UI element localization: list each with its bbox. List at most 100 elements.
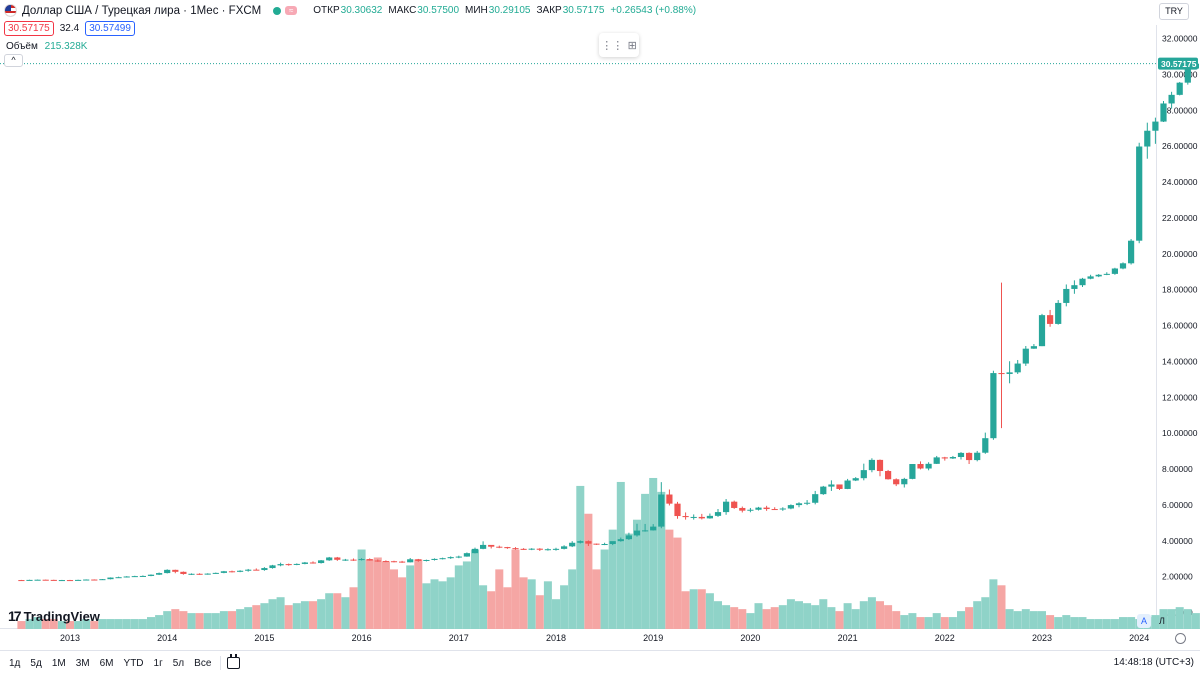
- candle-body: [569, 542, 576, 547]
- volume-bar: [1159, 609, 1168, 629]
- candle-body: [42, 579, 49, 581]
- volume-bar: [471, 549, 479, 629]
- candle-body: [561, 546, 568, 549]
- candle-body: [496, 546, 503, 548]
- auto-scale-button[interactable]: А: [1137, 614, 1151, 628]
- candle-body: [674, 503, 681, 517]
- range-ytd[interactable]: YTD: [123, 657, 144, 669]
- volume-bar: [365, 559, 374, 629]
- candle-body: [1006, 372, 1013, 374]
- candle-body: [625, 535, 632, 540]
- range-1y[interactable]: 1г: [153, 657, 163, 669]
- range-all[interactable]: Все: [194, 657, 212, 669]
- candle-body: [633, 530, 641, 536]
- volume-bar: [867, 597, 876, 629]
- volume-value: 215.328K: [44, 41, 88, 52]
- candle-body: [455, 556, 462, 558]
- range-3m[interactable]: 3М: [75, 657, 90, 669]
- range-6m[interactable]: 6М: [99, 657, 114, 669]
- candle-body: [755, 507, 762, 510]
- volume-bar: [754, 603, 763, 629]
- volume-bar: [649, 477, 658, 629]
- candle-body: [925, 463, 932, 469]
- currency-button[interactable]: TRY: [1159, 3, 1189, 20]
- volume-label[interactable]: Объём: [6, 41, 38, 52]
- year-tick-label: 2016: [352, 633, 372, 643]
- volume-bar: [633, 519, 641, 629]
- candle-body: [196, 573, 203, 575]
- price-tick-label: 30.00000: [1162, 69, 1198, 79]
- volume-bar: [1110, 619, 1119, 629]
- candle-body: [342, 559, 349, 561]
- candle-body: [253, 569, 260, 571]
- candle-body: [220, 571, 227, 573]
- candle-body: [941, 457, 948, 459]
- volume-bar: [479, 585, 488, 629]
- settings-gear-icon[interactable]: [1175, 633, 1186, 644]
- volume-bar: [592, 569, 601, 629]
- buy-button[interactable]: 30.57499: [85, 21, 135, 36]
- volume-bar: [357, 549, 366, 629]
- volume-bar: [1046, 615, 1055, 629]
- volume-bar: [438, 581, 447, 629]
- candle-body: [318, 560, 325, 564]
- volume-bar: [1094, 619, 1103, 629]
- volume-bar: [616, 481, 625, 629]
- volume-bar: [689, 589, 698, 629]
- candle-body: [212, 572, 219, 574]
- candle-body: [269, 565, 276, 569]
- volume-bar: [608, 529, 617, 629]
- volume-bar: [1070, 617, 1079, 629]
- sell-button[interactable]: 30.57175: [4, 21, 54, 36]
- candle-body: [382, 561, 389, 563]
- tradingview-logo-text: TradingView: [23, 608, 100, 624]
- candle-body: [488, 544, 495, 547]
- symbol-legend: Доллар США / Турецкая лира · 1Мес · FXCM…: [4, 4, 696, 17]
- price-tick-label: 32.00000: [1162, 34, 1198, 44]
- volume-bar: [576, 485, 585, 629]
- volume-bar: [624, 533, 633, 629]
- volume-bar: [1029, 611, 1038, 629]
- volume-bar: [552, 599, 560, 629]
- candle-body: [415, 559, 422, 561]
- volume-bar: [584, 513, 593, 629]
- volume-bar: [309, 601, 317, 629]
- candle-body: [990, 373, 997, 439]
- range-5d[interactable]: 5д: [30, 657, 42, 669]
- candle-body: [131, 576, 138, 578]
- range-1d[interactable]: 1д: [9, 657, 21, 669]
- symbol-title[interactable]: Доллар США / Турецкая лира · 1Мес · FXCM: [22, 4, 262, 17]
- volume-bar: [997, 585, 1006, 629]
- volume-bar: [948, 617, 957, 629]
- candle-body: [431, 558, 438, 560]
- price-chart[interactable]: 0.000002.000004.000006.000008.0000010.00…: [0, 0, 1200, 650]
- range-5y[interactable]: 5л: [172, 657, 185, 669]
- clock-timezone[interactable]: 14:48:18 (UTC+3): [1113, 657, 1194, 668]
- candle-body: [34, 579, 41, 581]
- volume-bar: [333, 593, 342, 629]
- candle-body: [91, 579, 98, 581]
- candle-body: [804, 502, 811, 504]
- floating-toolbar[interactable]: ⋮⋮ ⊞: [599, 33, 639, 57]
- volume-bar: [25, 619, 34, 629]
- drag-handle-icon[interactable]: ⋮⋮: [601, 39, 624, 52]
- object-tree-icon[interactable]: ⊞: [627, 39, 637, 52]
- candle-body: [763, 507, 770, 510]
- collapse-legend-button[interactable]: ^: [4, 54, 23, 67]
- volume-bar: [1119, 617, 1127, 629]
- volume-bar: [940, 617, 949, 629]
- price-tick-label: 22.00000: [1162, 213, 1198, 223]
- candle-body: [593, 543, 600, 545]
- open-value: 30.30632: [340, 5, 383, 16]
- calendar-icon[interactable]: [227, 654, 241, 669]
- range-1m[interactable]: 1М: [51, 657, 66, 669]
- candle-body: [164, 569, 171, 574]
- candle-body: [407, 559, 414, 563]
- log-scale-button[interactable]: Л: [1159, 616, 1165, 626]
- year-tick-label: 2022: [935, 633, 955, 643]
- tradingview-logo[interactable]: 17 TradingView: [8, 608, 100, 624]
- candle-body: [690, 516, 697, 518]
- candle-body: [180, 571, 187, 574]
- data-badge-icon: ≈: [285, 6, 298, 15]
- price-tick-label: 2.00000: [1162, 572, 1193, 582]
